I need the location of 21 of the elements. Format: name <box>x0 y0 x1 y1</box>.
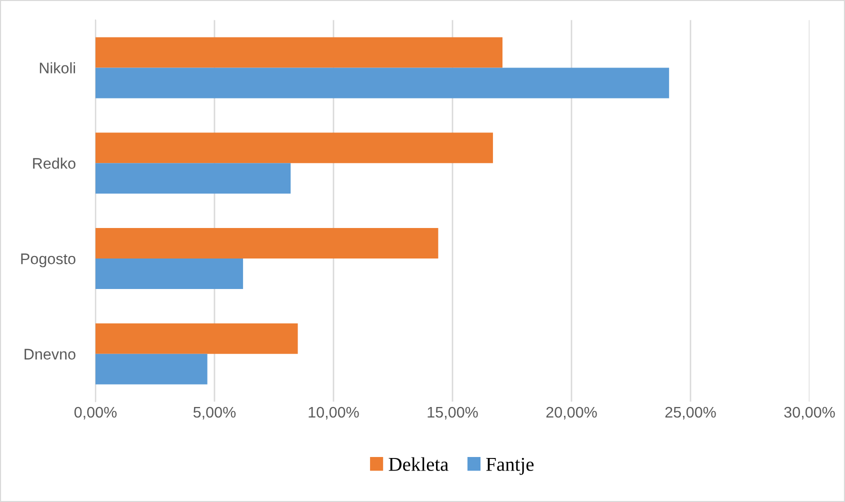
y-tick-label: Dnevno <box>24 348 76 360</box>
bar <box>95 354 208 384</box>
y-tick-label: Pogosto <box>21 254 76 268</box>
bar <box>95 323 298 354</box>
x-tick-label: 0,00% <box>74 406 117 420</box>
bar <box>95 228 438 259</box>
x-tick-label: 25,00% <box>665 406 716 420</box>
x-tick-label: 30,00% <box>784 406 835 420</box>
legend-label: Fantje <box>486 458 534 475</box>
y-tick-label: Nikoli <box>40 62 76 74</box>
y-tick-label: Redko <box>33 158 76 169</box>
bar <box>95 68 670 98</box>
x-tick-label: 10,00% <box>308 406 359 420</box>
bar <box>95 37 502 68</box>
bar <box>95 132 493 164</box>
x-tick-label: 20,00% <box>546 406 597 420</box>
x-tick-label: 5,00% <box>193 406 236 420</box>
x-tick-label: 15,00% <box>428 406 478 420</box>
bar <box>95 163 291 194</box>
legend-label: Dekleta <box>388 457 448 471</box>
bar <box>95 258 244 290</box>
